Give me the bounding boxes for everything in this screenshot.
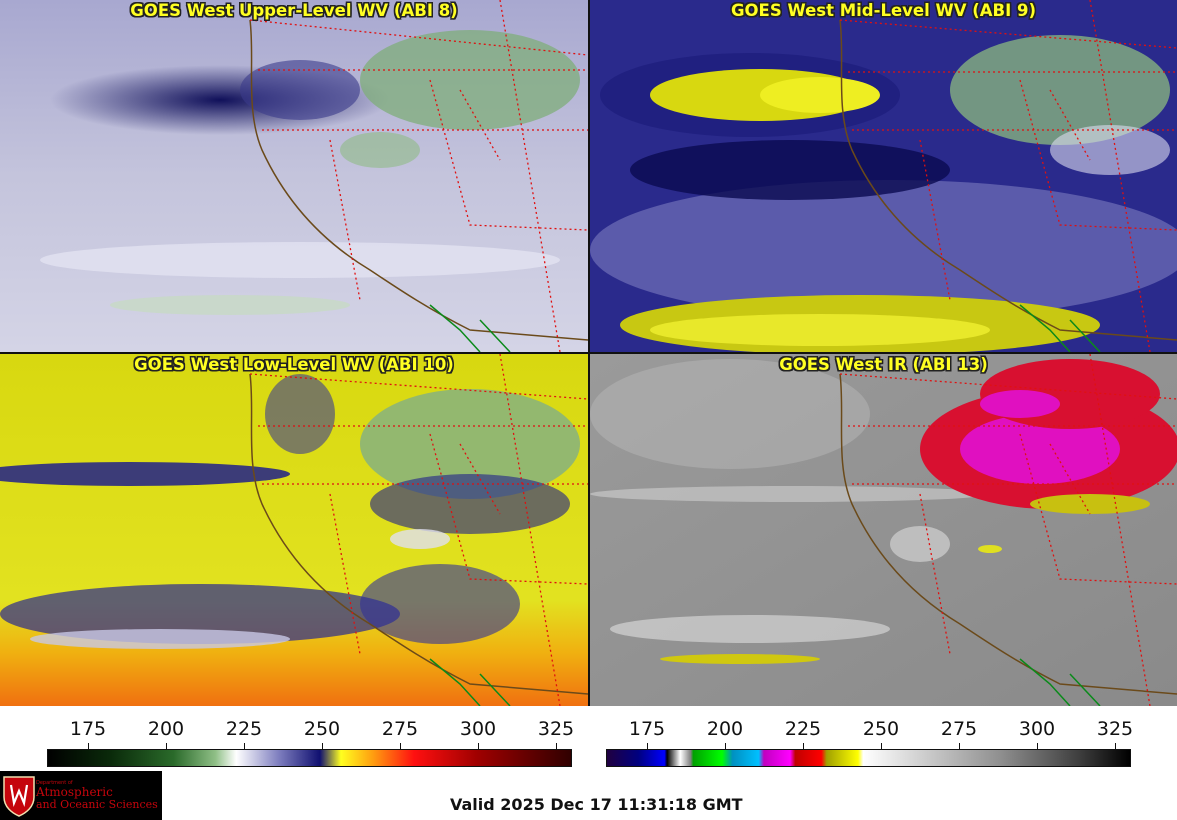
ir-tick-label: 300 — [1018, 718, 1056, 740]
panel-divider-horizontal — [0, 352, 1177, 354]
ir-tick — [647, 743, 648, 749]
panel-upper-level-wv: GOES West Upper-Level WV (ABI 8) — [0, 0, 588, 352]
ir-image — [590, 354, 1177, 706]
ir-tick-label: 225 — [784, 718, 822, 740]
panel-low-level-wv: GOES West Low-Level WV (ABI 10) — [0, 354, 588, 706]
ir-tick-label: 325 — [1096, 718, 1134, 740]
wv-tick-label: 175 — [69, 718, 107, 740]
ir-tick — [959, 743, 960, 749]
ir-tick-label: 175 — [628, 718, 666, 740]
ir-tick — [881, 743, 882, 749]
wv-tick-label: 200 — [147, 718, 185, 740]
ir-tick — [803, 743, 804, 749]
uw-aos-logo: Department of Atmospheric and Oceanic Sc… — [0, 771, 162, 820]
logo-line-oceanic: and Oceanic Sciences — [36, 798, 158, 811]
logo-line-department: Department of — [36, 780, 73, 786]
panel-ir: GOES West IR (ABI 13) — [590, 354, 1177, 706]
wv-tick-label: 300 — [459, 718, 497, 740]
ir-tick-label: 275 — [940, 718, 978, 740]
ir-color-scale: 175 200 225 250 275 300 325 — [590, 706, 1177, 770]
wv-tick — [478, 743, 479, 749]
wv-tick — [556, 743, 557, 749]
upper-wv-image — [0, 0, 588, 352]
ir-tick — [1037, 743, 1038, 749]
ir-tick — [725, 743, 726, 749]
wv-tick-label: 325 — [537, 718, 575, 740]
logo-line-atmospheric: Atmospheric — [36, 785, 113, 799]
wv-tick-label: 250 — [303, 718, 341, 740]
panel-title: GOES West Upper-Level WV (ABI 8) — [130, 1, 458, 20]
panel-title: GOES West Mid-Level WV (ABI 9) — [730, 1, 1037, 20]
ir-color-bar — [606, 749, 1131, 767]
panel-mid-level-wv: GOES West Mid-Level WV (ABI 9) — [590, 0, 1177, 352]
mid-wv-image — [590, 0, 1177, 352]
ir-tick — [1115, 743, 1116, 749]
wv-color-bar — [47, 749, 572, 767]
ir-tick-label: 200 — [706, 718, 744, 740]
valid-time-label: Valid 2025 Dec 17 11:31:18 GMT — [450, 795, 743, 814]
wv-tick — [322, 743, 323, 749]
ir-tick-label: 250 — [862, 718, 900, 740]
wv-tick-label: 275 — [381, 718, 419, 740]
low-wv-image — [0, 354, 588, 706]
wv-tick — [166, 743, 167, 749]
wv-color-scale: 175 200 225 250 275 300 325 — [0, 706, 588, 770]
panel-title: GOES West IR (ABI 13) — [779, 355, 988, 374]
wv-tick-label: 225 — [225, 718, 263, 740]
wv-tick — [244, 743, 245, 749]
wv-tick — [400, 743, 401, 749]
panel-title: GOES West Low-Level WV (ABI 10) — [134, 355, 454, 374]
uw-crest-icon — [3, 776, 35, 817]
wv-tick — [88, 743, 89, 749]
